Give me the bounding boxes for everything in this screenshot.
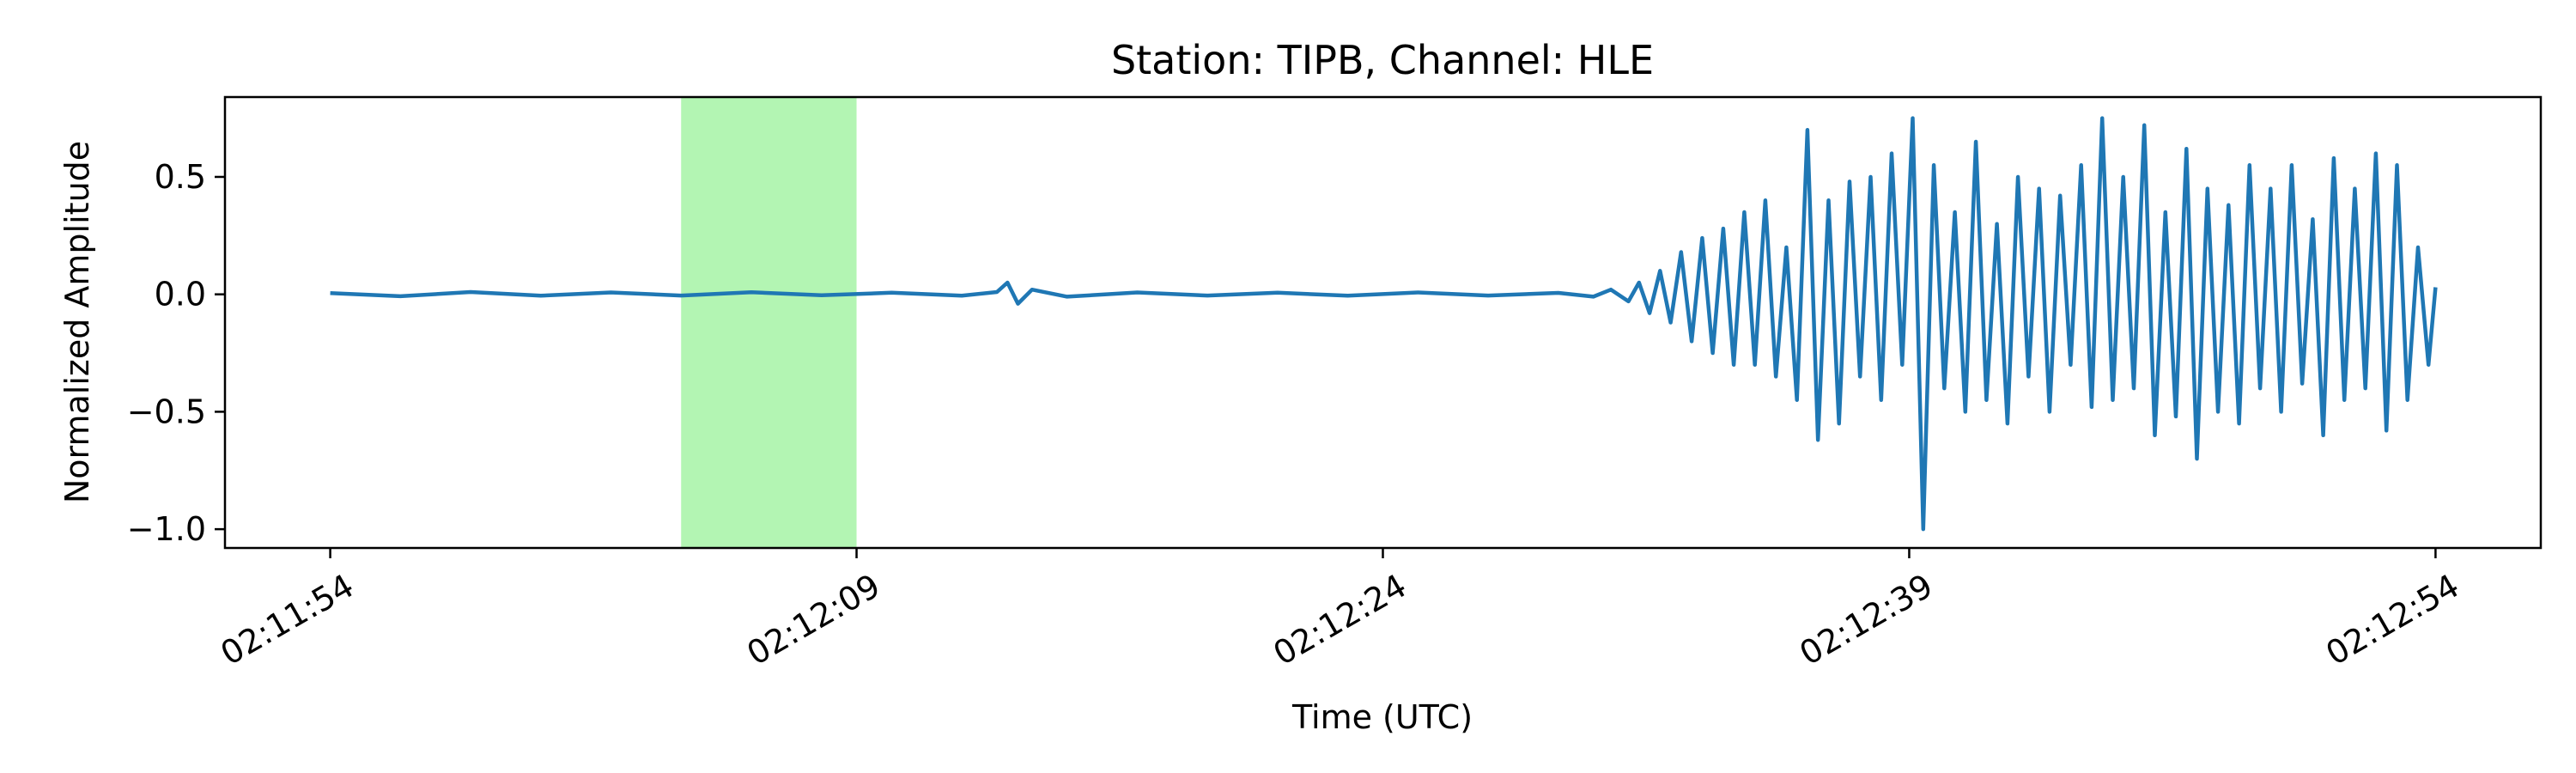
series-line <box>330 116 2438 532</box>
y-tick-label: −1.0 <box>127 510 206 548</box>
highlight-window <box>681 97 857 548</box>
y-tick-label: −0.5 <box>127 393 206 430</box>
plot-area <box>330 97 2438 548</box>
y-tick-label: 0.0 <box>155 276 206 313</box>
y-tick-label: 0.5 <box>155 158 206 196</box>
chart-title: Station: TIPB, Channel: HLE <box>1111 37 1654 83</box>
plot-frame <box>223 95 2543 550</box>
y-axis: 0.5 0.0 −0.5 −1.0 <box>127 158 225 548</box>
y-axis-label: Normalized Amplitude <box>58 141 96 503</box>
x-axis-label: Time (UTC) <box>1291 698 1473 736</box>
